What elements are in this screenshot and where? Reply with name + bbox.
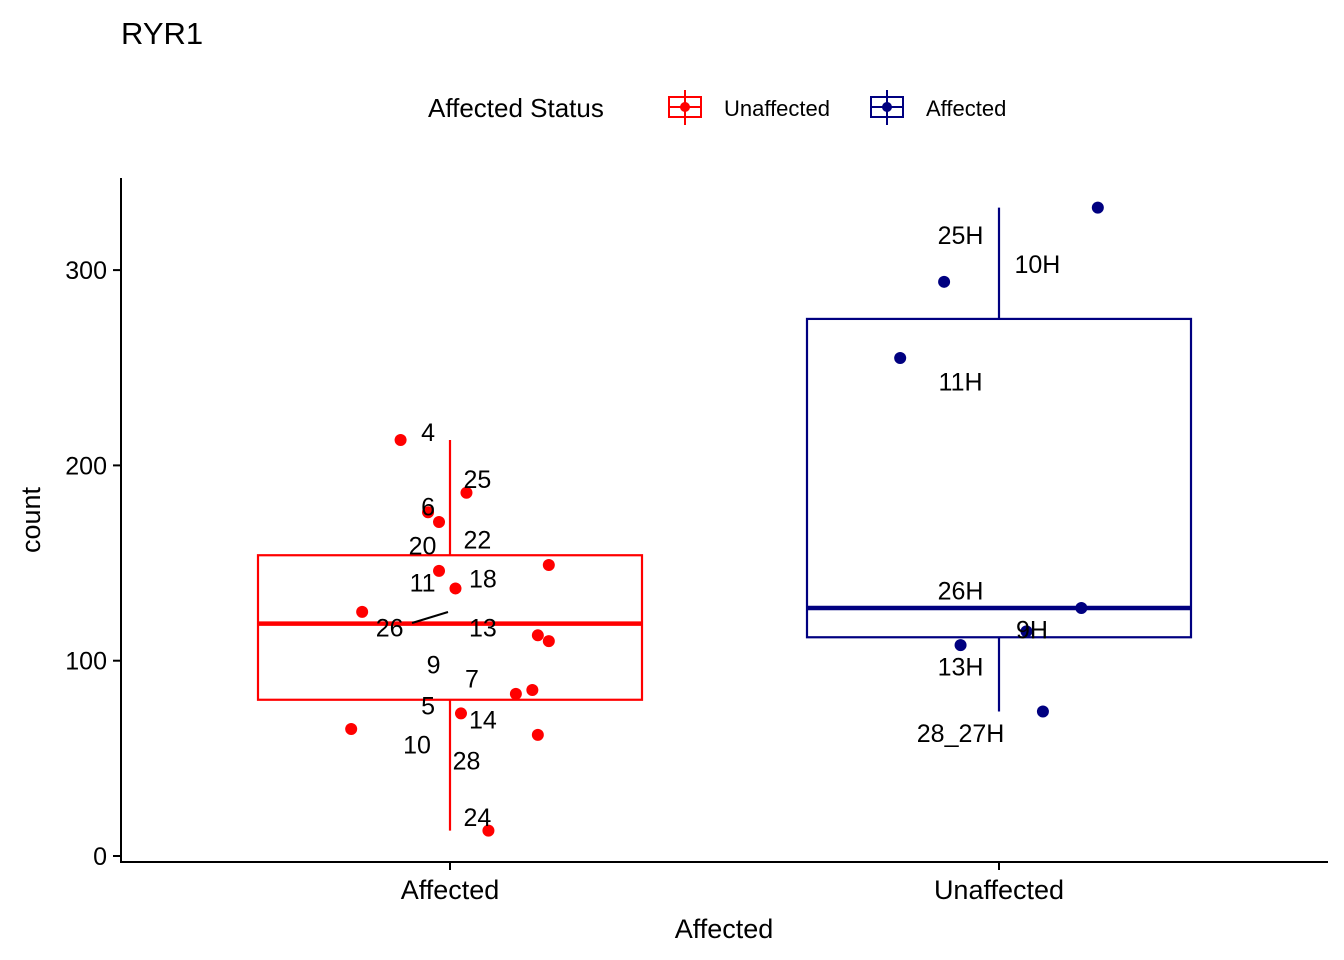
data-point <box>542 559 555 572</box>
legend-key-affected <box>870 90 904 125</box>
point-label: 6 <box>421 493 435 521</box>
point-label: 28_27H <box>917 720 1005 748</box>
y-tick-label: 0 <box>93 843 107 871</box>
point-label: 14 <box>469 706 497 734</box>
data-point <box>422 506 435 519</box>
point-label: 24 <box>464 804 492 832</box>
plot-area: 4 25 6 22 20 11 18 26 13 9 7 5 14 10 28 24 25H 10H 11H 26H 9… <box>256 201 1193 837</box>
label-leader-line <box>411 611 449 624</box>
data-point <box>454 707 467 720</box>
point-label: 26H <box>938 577 984 605</box>
point-label: 11 <box>410 570 436 598</box>
chart-title: RYR1 <box>121 16 203 51</box>
point-label: 28 <box>453 747 481 775</box>
y-tick-label: 300 <box>65 257 107 285</box>
y-tick-label: 100 <box>65 648 107 676</box>
point-label: 20 <box>409 532 437 560</box>
point-label: 26 <box>376 614 404 642</box>
data-point <box>345 723 358 736</box>
data-point <box>954 639 967 652</box>
axes: 0 100 200 300 Affected Unaffected <box>65 178 1328 905</box>
boxplot-unaffected <box>805 207 1193 712</box>
data-point <box>433 564 446 577</box>
y-axis-label: count <box>16 486 46 553</box>
x-tick-label: Unaffected <box>934 875 1064 905</box>
point-label: 13 <box>469 614 497 642</box>
legend-label-unaffected: Unaffected <box>724 96 830 121</box>
point-label: 25 <box>464 466 492 494</box>
legend-title: Affected Status <box>428 93 604 123</box>
data-point <box>1091 201 1104 214</box>
point-label: 5 <box>421 693 435 721</box>
box-iqr <box>805 317 1193 639</box>
point-label: 25H <box>938 222 984 250</box>
data-point <box>509 687 522 700</box>
point-label: 9H <box>1016 616 1048 644</box>
data-point <box>460 486 473 499</box>
data-point <box>394 434 407 447</box>
data-point <box>531 728 544 741</box>
x-axis-label: Affected <box>675 914 774 944</box>
legend-label-affected: Affected <box>926 96 1006 121</box>
data-point <box>1020 625 1033 638</box>
point-label: 4 <box>421 419 435 447</box>
data-point <box>449 582 462 595</box>
legend-key-unaffected <box>668 90 702 125</box>
data-point <box>526 683 539 696</box>
data-point <box>1075 601 1088 614</box>
point-label: 18 <box>469 566 497 594</box>
point-label: 11H <box>939 368 983 396</box>
point-label: 10 <box>403 732 431 760</box>
point-label: 13H <box>938 654 984 682</box>
point-label: 10H <box>1014 251 1060 279</box>
point-label: 7 <box>465 665 479 693</box>
data-point <box>356 605 369 618</box>
data-point <box>531 629 544 642</box>
point-label: 9 <box>427 652 441 680</box>
data-point <box>938 275 951 288</box>
data-point <box>1036 705 1049 718</box>
legend: Affected Status Unaffected Affected <box>428 90 1006 125</box>
x-tick-label: Affected <box>401 875 500 905</box>
data-point <box>542 635 555 648</box>
data-point <box>433 516 446 529</box>
y-tick-label: 200 <box>65 452 107 480</box>
point-label: 22 <box>464 527 492 555</box>
box-iqr <box>256 554 644 701</box>
boxplot-affected <box>256 440 644 831</box>
data-point <box>482 824 495 837</box>
data-point <box>894 351 907 364</box>
